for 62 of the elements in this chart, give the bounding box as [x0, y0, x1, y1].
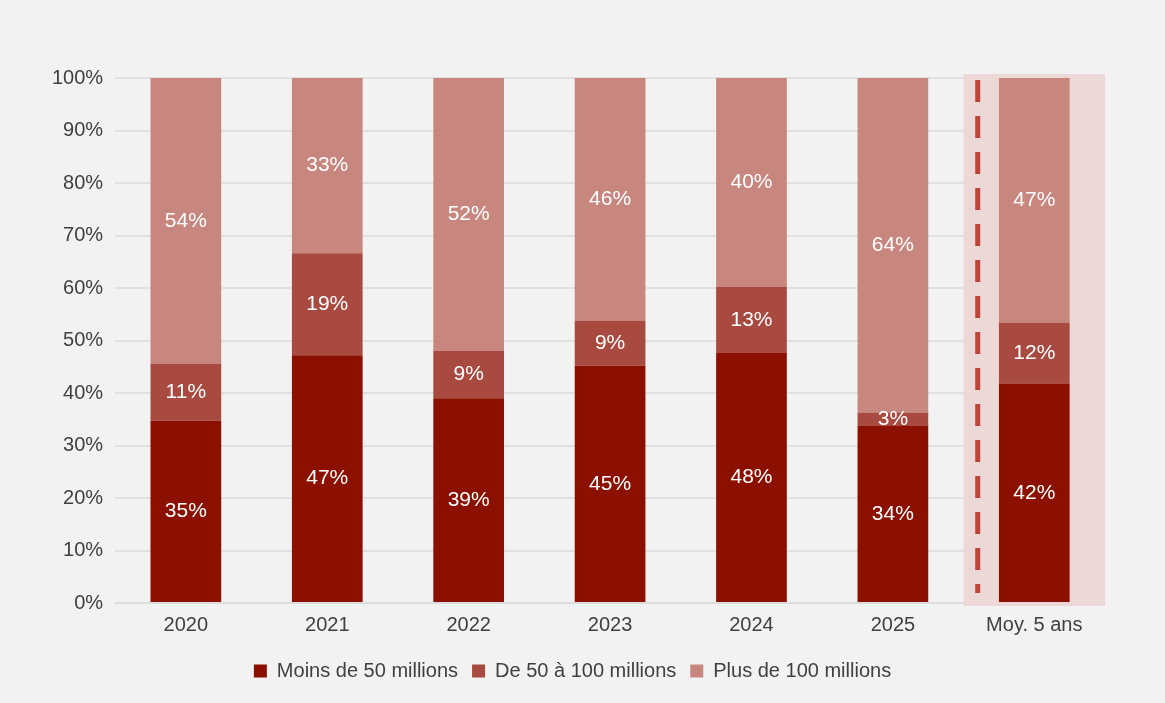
y-tick-label: 80% [63, 170, 104, 193]
data-label: 48% [730, 464, 773, 488]
bar [716, 353, 787, 602]
data-label: 33% [306, 152, 349, 176]
x-tick-label: 2023 [587, 612, 633, 635]
data-label: 46% [589, 186, 632, 210]
data-label: 64% [871, 232, 914, 256]
x-tick-label: 2025 [870, 612, 916, 635]
bar [291, 253, 363, 356]
bar [857, 78, 929, 413]
data-label: 45% [589, 470, 632, 494]
bar [433, 351, 505, 399]
data-label: 47% [306, 465, 349, 489]
data-label: 13% [730, 306, 773, 330]
y-tick-label: 60% [63, 275, 104, 298]
legend-label: Plus de 100 millions [713, 658, 892, 681]
bar [291, 355, 363, 602]
bar [998, 322, 1070, 384]
x-tick-label: Moy. 5 ans [986, 612, 1083, 635]
data-label: 9% [594, 329, 626, 353]
bar [574, 365, 646, 602]
legend-label: De 50 à 100 millions [495, 658, 677, 681]
y-tick-label: 40% [63, 380, 104, 403]
bar [574, 320, 646, 366]
data-label: 40% [730, 169, 773, 193]
data-label: 34% [871, 500, 914, 524]
bar [574, 78, 646, 321]
bar [998, 383, 1070, 602]
data-label: 52% [447, 201, 490, 225]
bar [998, 78, 1070, 323]
y-tick-label: 30% [63, 433, 104, 456]
y-tick-label: 10% [63, 538, 104, 561]
y-tick-label: 70% [63, 223, 104, 246]
data-label: 42% [1013, 479, 1056, 503]
data-label: 54% [164, 207, 207, 231]
bar [433, 398, 505, 602]
bar [150, 420, 222, 602]
data-label: 3% [877, 406, 909, 430]
data-label: 19% [306, 291, 349, 315]
data-label: 39% [447, 486, 490, 510]
y-tick-label: 100% [52, 65, 104, 88]
bar [857, 426, 929, 602]
x-tick-label: 2024 [729, 612, 774, 635]
data-label: 9% [453, 361, 484, 385]
bar [291, 78, 363, 254]
bar [716, 286, 787, 354]
bar [150, 78, 222, 364]
data-label: 12% [1013, 339, 1056, 363]
bar [716, 78, 787, 287]
data-label: 11% [165, 379, 207, 403]
data-label: 35% [164, 498, 207, 522]
y-tick-label: 0% [74, 590, 104, 613]
x-tick-label: 2021 [305, 612, 350, 635]
legend-label: Moins de 50 millions [276, 658, 459, 681]
y-tick-label: 90% [63, 118, 104, 141]
x-tick-label: 2022 [446, 612, 491, 635]
x-tick-label: 2020 [163, 612, 209, 635]
y-tick-label: 50% [63, 328, 104, 351]
bar [433, 78, 505, 351]
bar [150, 363, 222, 421]
data-label: 47% [1013, 187, 1056, 211]
y-tick-label: 20% [63, 485, 104, 508]
